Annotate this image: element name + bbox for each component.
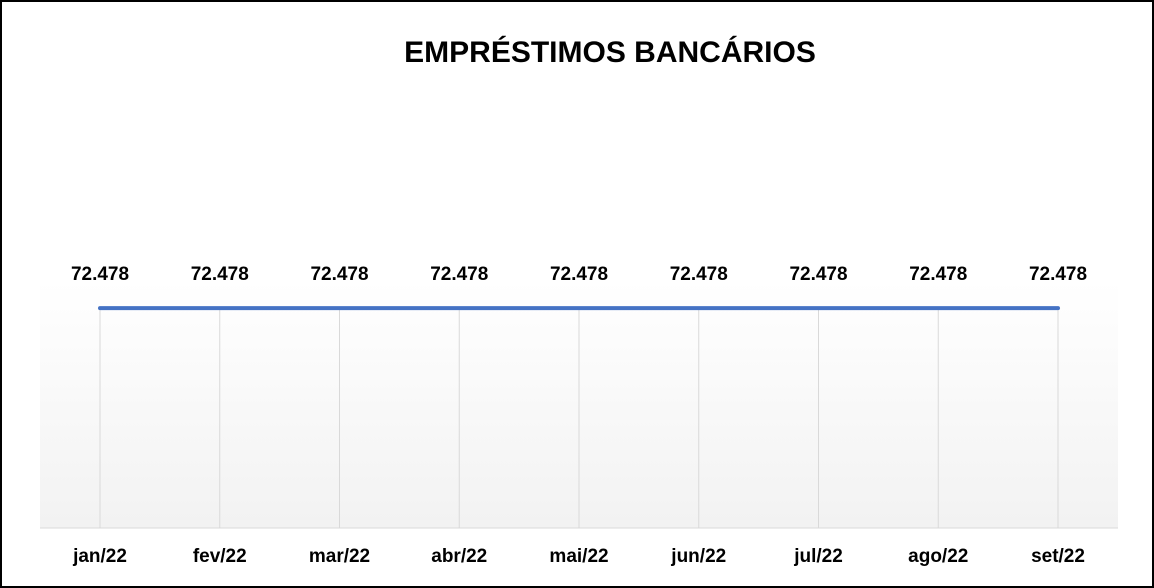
x-tick-label: jan/22 [72,546,127,567]
data-label: 72.478 [191,264,249,285]
data-label: 72.478 [909,264,967,285]
data-label: 72.478 [550,264,608,285]
x-tick-label: jul/22 [793,546,843,567]
x-tick-label: ago/22 [908,546,968,567]
x-tick-label: abr/22 [431,546,487,567]
data-label: 72.478 [1029,264,1087,285]
data-label: 72.478 [670,264,728,285]
chart-title: EMPRÉSTIMOS BANCÁRIOS [404,35,816,69]
x-tick-label: mai/22 [549,546,608,567]
x-tick-label: set/22 [1031,546,1085,567]
data-label: 72.478 [430,264,488,285]
data-label: 72.478 [789,264,847,285]
data-label: 72.478 [310,264,368,285]
x-tick-label: mar/22 [309,546,370,567]
x-tick-label: jun/22 [670,546,726,567]
data-label: 72.478 [71,264,129,285]
x-tick-label: fev/22 [193,546,247,567]
